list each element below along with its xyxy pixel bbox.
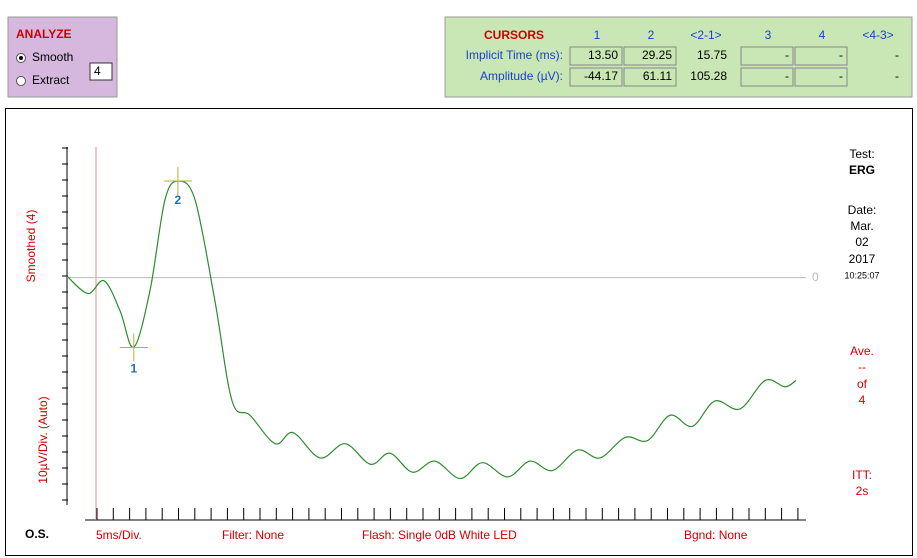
cell-value: -44.17: [584, 69, 618, 83]
radio-group: Smooth Extract: [16, 50, 73, 87]
cursor-label: 2: [175, 193, 182, 207]
flash-label: Flash: Single 0dB White LED: [362, 528, 517, 542]
cell-box: [794, 67, 848, 87]
cursors-title: CURSORS: [484, 28, 544, 42]
row-label: Amplitude (µV):: [480, 69, 563, 83]
info-text: 2017: [849, 252, 876, 266]
column-header: 4: [819, 28, 826, 42]
info-text: of: [857, 377, 868, 391]
cell-box: [794, 46, 848, 66]
cell-box: [740, 46, 794, 66]
analyze-title: ANALYZE: [16, 27, 72, 41]
cell-value: -: [895, 48, 899, 62]
radio-dot: [19, 56, 23, 60]
info-text: Mar.: [850, 219, 873, 233]
plot-frame: [5, 108, 913, 556]
column-header: 1: [594, 28, 601, 42]
y-tick-label: 0: [812, 270, 819, 284]
analyze-panel: [7, 16, 118, 98]
cell-value: 13.50: [588, 48, 618, 62]
waveform: [66, 180, 797, 480]
cell-value: -: [785, 48, 789, 62]
cursors-panel: [444, 16, 913, 98]
column-header: 3: [765, 28, 772, 42]
x-label: 5ms/Div.: [96, 528, 142, 542]
cell-value: -: [839, 69, 843, 83]
info-text: Ave.: [850, 344, 874, 358]
cursor-label: 1: [130, 362, 137, 376]
column-header: <4-3>: [862, 28, 893, 42]
info-text: ITT:: [852, 468, 872, 482]
cell-box: [623, 67, 677, 87]
plot: 0 1 2 Test: ERG Date: Mar. 02 2017 10:25:07 Ave. --…: [62, 147, 880, 521]
y-label-top: Smoothed (4): [24, 210, 38, 283]
cell-value: 105.28: [690, 69, 727, 83]
info-text: --: [858, 360, 866, 374]
filter-label: Filter: None: [222, 528, 284, 542]
cell-value: -: [785, 69, 789, 83]
cursor-table: 1 2 <2-1> 3 4 <4-3> Implicit Time (ms): 13.50 29…: [466, 28, 899, 87]
cell-box: [569, 67, 623, 87]
cell-box: [623, 46, 677, 66]
row-label: Implicit Time (ms):: [466, 48, 563, 62]
info-text: 4: [859, 393, 866, 407]
column-header: <2-1>: [690, 28, 721, 42]
info-text: Date:: [848, 203, 877, 217]
radio-label: Smooth: [32, 50, 73, 64]
background-label: Bgnd: None: [684, 528, 748, 542]
cursor[interactable]: [119, 333, 148, 362]
y-label-bottom: 10µV/Div. (Auto): [36, 396, 50, 483]
info-text: Test:: [849, 147, 874, 161]
info-text: 10:25:07: [844, 270, 879, 280]
cell-value: -: [895, 69, 899, 83]
cell-value: 15.75: [697, 48, 727, 62]
cell-box: [740, 67, 794, 87]
cursor[interactable]: [163, 166, 192, 195]
smooth-input[interactable]: [89, 62, 113, 81]
radio-label: Extract: [32, 73, 70, 87]
info-text: 2s: [856, 484, 869, 498]
info-text: ERG: [849, 163, 875, 177]
cell-value: 61.11: [643, 69, 672, 83]
smooth-level: 4: [94, 64, 101, 78]
radio-button[interactable]: [16, 76, 26, 86]
eye-label: O.S.: [25, 527, 49, 541]
info-text: 02: [855, 235, 869, 249]
cell-box: [569, 46, 623, 66]
cell-value: 29.25: [642, 48, 672, 62]
cell-value: -: [839, 48, 843, 62]
column-header: 2: [648, 28, 655, 42]
